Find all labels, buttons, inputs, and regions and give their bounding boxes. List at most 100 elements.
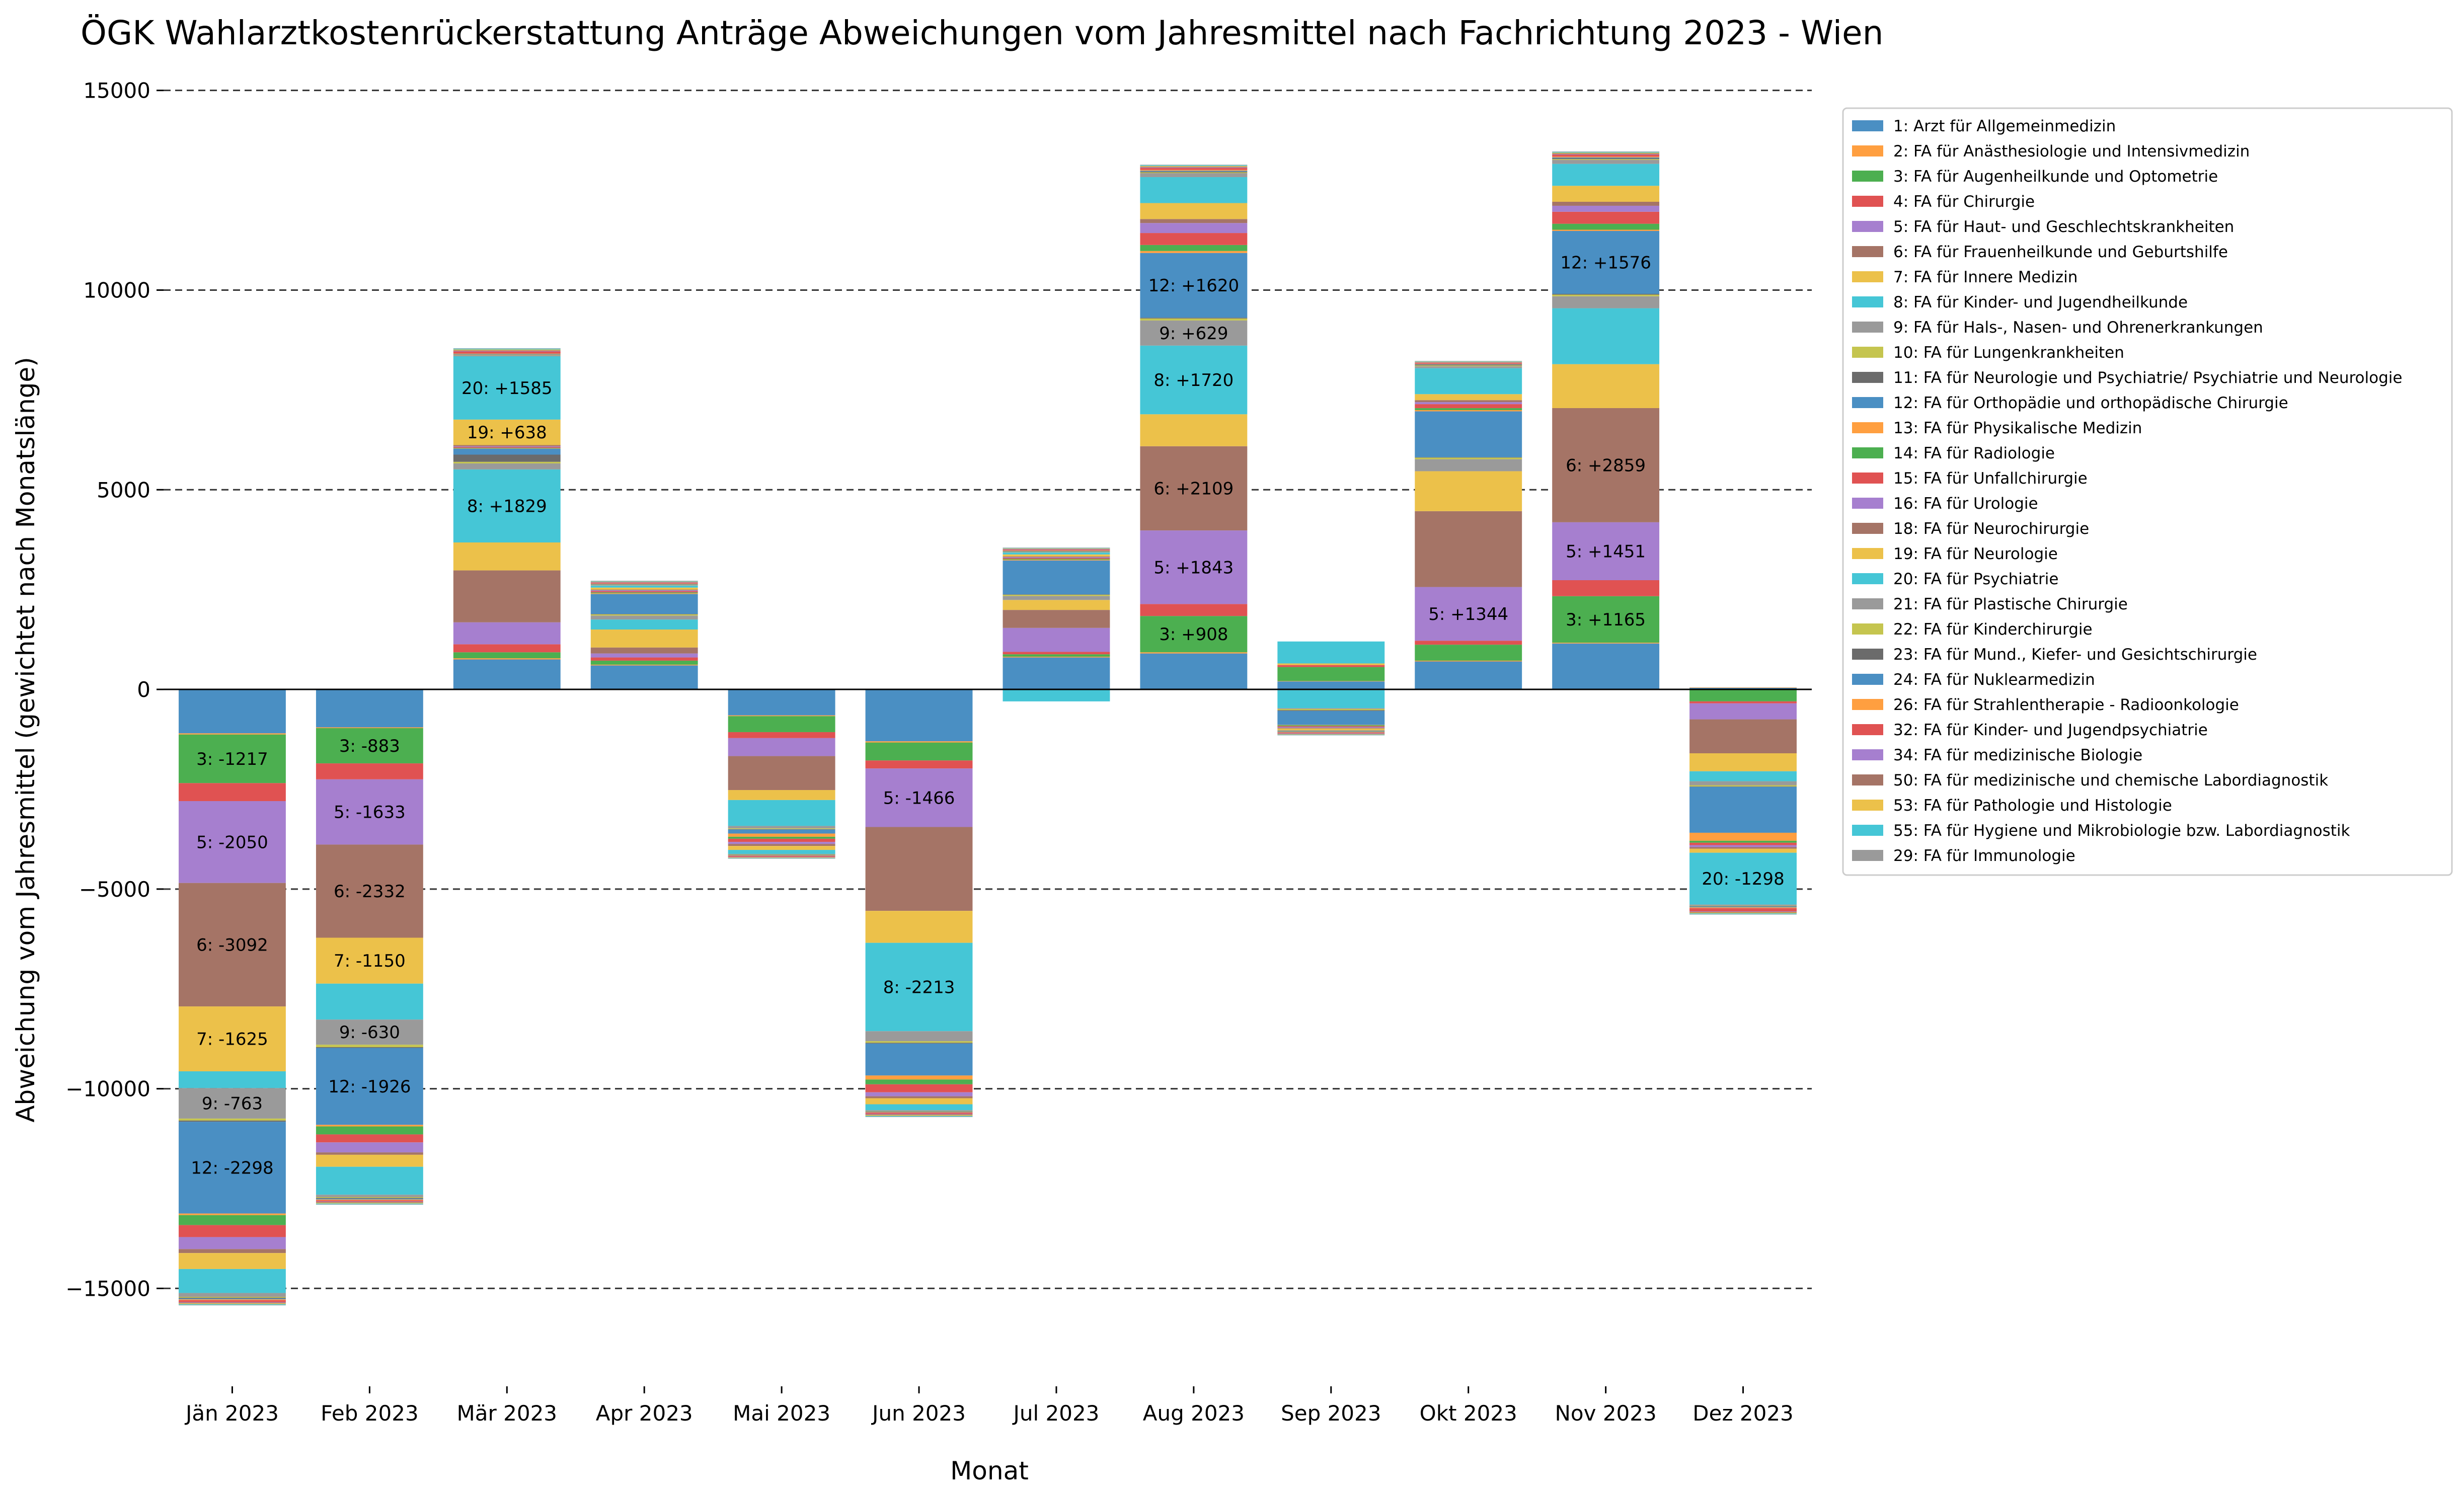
bar-segment [590, 664, 698, 666]
bar-segment [179, 801, 286, 883]
bar-segment [1140, 318, 1248, 321]
legend-box [1842, 107, 2453, 876]
bar-segment [1415, 404, 1522, 409]
bar-segment [1003, 627, 1110, 652]
bar-segment [179, 1213, 286, 1215]
bar-segment [179, 1071, 286, 1088]
bar-segment [1277, 710, 1385, 711]
bar-segment [590, 630, 698, 648]
bar-segment [1415, 511, 1522, 587]
legend-swatch [1852, 397, 1883, 408]
legend-swatch [1852, 598, 1883, 609]
bar-segment [1003, 549, 1110, 550]
bar-segment [1415, 368, 1522, 395]
bar-segment [865, 1112, 973, 1113]
x-tick-label: Sep 2023 [1281, 1401, 1381, 1426]
bar-segment [1140, 616, 1248, 653]
legend-swatch [1852, 749, 1883, 760]
bar-segment [1689, 914, 1797, 915]
y-tick-label: 10000 [83, 278, 150, 302]
bar-segment [1689, 906, 1797, 907]
bar-segment [865, 1104, 973, 1111]
bar-segment [1003, 552, 1110, 555]
bar-segment [1140, 604, 1248, 616]
bar-segment [316, 1125, 423, 1127]
bar-segment [1552, 580, 1660, 596]
bar-value-label: 6: -3092 [196, 935, 268, 955]
legend-swatch [1852, 473, 1883, 484]
legend-swatch [1852, 774, 1883, 785]
bar-segment [728, 846, 835, 850]
bar-value-label: 5: -2050 [196, 832, 268, 852]
legend-entry: 23: FA für Mund., Kiefer- und Gesichtsch… [1893, 646, 2257, 664]
bar-value-label: 6: +2859 [1566, 455, 1646, 476]
bar-segment [590, 584, 698, 585]
bar-segment [1415, 364, 1522, 365]
bar-segment [590, 647, 698, 654]
legend-entry: 32: FA für Kinder- und Jugendpsychiatrie [1893, 721, 2208, 739]
legend-swatch [1852, 850, 1883, 861]
bar-segment [179, 1249, 286, 1253]
bar-segment [1415, 365, 1522, 366]
legend-entry: 14: FA für Radiologie [1893, 444, 2055, 462]
bar-segment [1552, 158, 1660, 160]
bar-segment [1552, 151, 1660, 152]
bar-segment [865, 1096, 973, 1098]
bar-segment [865, 768, 973, 827]
legend-swatch [1852, 171, 1883, 182]
x-tick-label: Jul 2023 [1012, 1401, 1099, 1426]
bar-segment [453, 351, 561, 352]
bar-segment [865, 1084, 973, 1092]
chart-title: ÖGK Wahlarztkostenrückerstattung Anträge… [81, 14, 1883, 52]
legend-entry: 5: FA für Haut- und Geschlechtskrankheit… [1893, 218, 2234, 236]
bar-segment [179, 733, 286, 735]
bar-segment [453, 348, 561, 349]
y-tick-label: −10000 [65, 1077, 150, 1102]
legend-swatch [1852, 422, 1883, 433]
bar-value-label: 12: -1926 [328, 1077, 411, 1097]
bar-segment [316, 1152, 423, 1155]
bar-segment [590, 591, 698, 593]
bar-segment [728, 732, 835, 738]
legend-entry: 55: FA für Hygiene und Mikrobiologie bzw… [1893, 822, 2350, 840]
legend-swatch [1852, 347, 1883, 358]
bar-segment [1277, 732, 1385, 733]
bar-segment [590, 589, 698, 591]
bar-segment [1689, 911, 1797, 912]
bar-segment [453, 463, 561, 469]
bar-segment [1415, 362, 1522, 363]
bar-segment [1552, 294, 1660, 296]
legend-swatch [1852, 196, 1883, 207]
legend-swatch [1852, 724, 1883, 735]
y-tick-label: 15000 [83, 78, 150, 103]
bar-segment [1003, 547, 1110, 548]
legend-entry: 3: FA für Augenheilkunde und Optometrie [1893, 168, 2218, 186]
x-tick-label: Okt 2023 [1420, 1401, 1517, 1426]
bar-segment [728, 800, 835, 826]
bar-segment [1277, 641, 1385, 664]
legend-entry: 20: FA für Psychiatrie [1893, 570, 2058, 588]
bar-segment [1003, 551, 1110, 552]
legend-entry: 29: FA für Immunologie [1893, 847, 2075, 865]
y-tick-label: −5000 [79, 877, 150, 902]
bar-segment [1415, 364, 1522, 366]
legend-swatch [1852, 649, 1883, 660]
bar-segment [1140, 345, 1248, 415]
bar-segment [1689, 687, 1797, 688]
bar-segment [316, 1203, 423, 1204]
bar-segment [316, 1134, 423, 1143]
bar-segment [316, 1019, 423, 1045]
bar-segment [453, 448, 561, 449]
bar-segment [1003, 594, 1110, 596]
bar-segment [728, 854, 835, 855]
bar-segment [453, 348, 561, 350]
bar-segment [1415, 411, 1522, 457]
legend-entry: 4: FA für Chirurgie [1893, 193, 2035, 211]
legend-swatch [1852, 573, 1883, 584]
bar-segment [316, 1048, 423, 1125]
bar-segment [1277, 728, 1385, 730]
bar-segment [1277, 732, 1385, 734]
legend-entry: 7: FA für Innere Medizin [1893, 268, 2077, 286]
legend-swatch [1852, 699, 1883, 710]
bar-segment [179, 1300, 286, 1302]
